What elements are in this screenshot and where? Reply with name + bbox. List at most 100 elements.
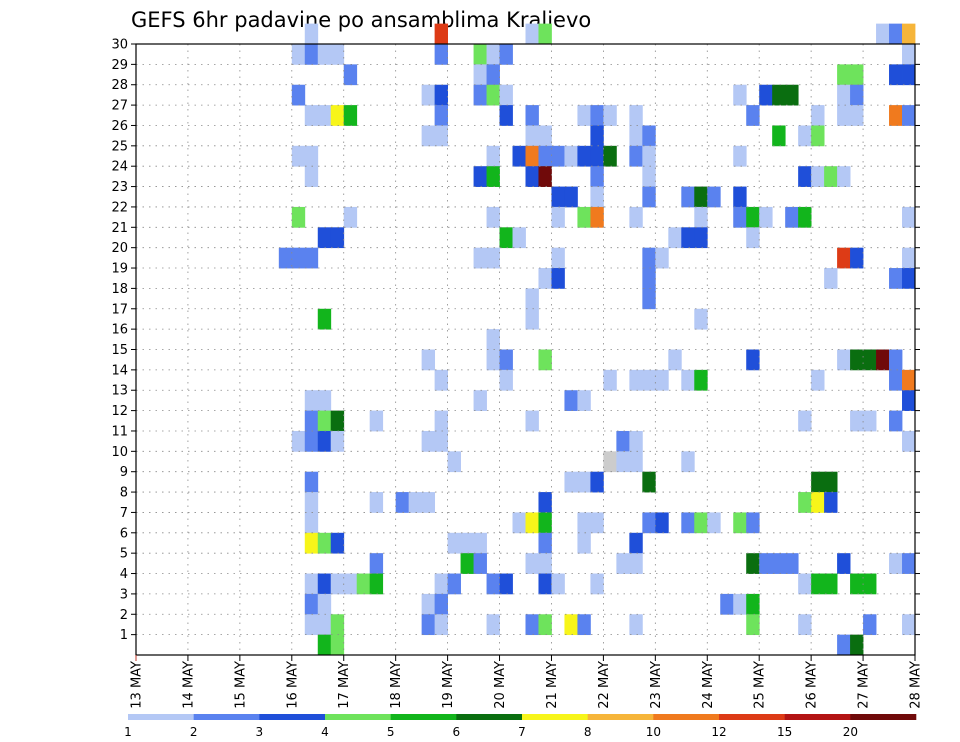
heatmap-cell [421, 492, 436, 513]
x-tick-label: 22 MAY [597, 661, 612, 709]
heatmap-cell [811, 105, 825, 126]
colorbar: 1 2 3 4 5 6 7 8 10 12 15 20 [124, 714, 917, 739]
heatmap-cell [681, 369, 695, 391]
heatmap-cell [759, 206, 773, 228]
heatmap-cell [642, 512, 656, 534]
colorbar-tick-label: 5 [387, 725, 395, 739]
heatmap-cell [538, 125, 552, 147]
heatmap-cell [837, 105, 851, 126]
heatmap-cell [590, 512, 604, 534]
heatmap-cell [863, 573, 877, 595]
heatmap-cell [551, 247, 565, 269]
heatmap-cell [889, 369, 903, 391]
heatmap-cell [369, 573, 384, 595]
heatmap-cell [304, 512, 319, 534]
heatmap-cell [460, 532, 474, 554]
colorbar-tick-label: 3 [256, 725, 264, 739]
x-tick-label: 20 MAY [493, 661, 508, 709]
heatmap-cell [798, 206, 812, 228]
y-tick-label: 7 [120, 506, 128, 521]
y-tick-label: 21 [111, 221, 128, 236]
heatmap-cell [902, 430, 916, 452]
heatmap-cell [577, 532, 591, 554]
heatmap-cell [590, 125, 604, 147]
heatmap-cell [642, 186, 656, 208]
heatmap-cell [486, 247, 500, 269]
y-tick-label: 9 [120, 465, 128, 480]
heatmap-cell [538, 349, 552, 371]
heatmap-cell [343, 206, 358, 228]
heatmap-cell [694, 227, 708, 249]
heatmap-cell [889, 349, 903, 371]
y-tick-label: 4 [120, 567, 128, 582]
heatmap-cell [863, 349, 877, 371]
heatmap-cell [304, 390, 319, 411]
heatmap-cell [655, 512, 669, 534]
heatmap-cell [434, 84, 448, 106]
heatmap-cell [473, 166, 487, 187]
heatmap-cell [733, 186, 747, 208]
heatmap-cell [629, 532, 643, 554]
heatmap-cell [434, 23, 448, 45]
heatmap-cell [837, 84, 851, 106]
heatmap-cell [434, 430, 448, 452]
heatmap-cell [525, 410, 539, 432]
heatmap-cell [304, 492, 319, 513]
x-tick-label: 26 MAY [805, 661, 820, 709]
heatmap-cell [538, 512, 552, 534]
grid-lines [136, 44, 915, 656]
heatmap-cell [473, 532, 487, 554]
heatmap-cell [694, 369, 708, 391]
heatmap-cell [850, 105, 864, 126]
heatmap-cell [486, 166, 500, 187]
y-tick-label: 3 [120, 587, 128, 602]
colorbar-tick-label: 4 [321, 725, 329, 739]
heatmap-cell [772, 125, 786, 147]
colorbar-tick-label: 12 [711, 725, 726, 739]
heatmap-cell [577, 390, 591, 411]
colorbar-tick-label: 10 [646, 725, 661, 739]
colorbar-swatch [128, 714, 194, 720]
heatmap-cell [499, 84, 513, 106]
heatmap-cell [317, 105, 332, 126]
y-tick-label: 28 [111, 78, 128, 93]
heatmap-cell [512, 512, 526, 534]
heatmap-cell [486, 329, 500, 350]
y-tick-label: 1 [120, 628, 128, 643]
heatmap-cell [746, 349, 760, 371]
heatmap-cell [499, 105, 513, 126]
heatmap-cell [837, 349, 851, 371]
heatmap-cell [564, 390, 578, 411]
heatmap-cell [421, 593, 436, 615]
heatmap-cell [317, 430, 332, 452]
heatmap-cell [811, 166, 825, 187]
heatmap-cell [746, 614, 760, 636]
heatmap-cell [681, 227, 695, 249]
colorbar-swatch [390, 714, 457, 720]
heatmap-cell [694, 186, 708, 208]
heatmap-cell [746, 105, 760, 126]
heatmap-cell [902, 268, 916, 289]
x-tick-label: 18 MAY [389, 661, 404, 709]
heatmap-cell [785, 84, 799, 106]
heatmap-cell [408, 492, 423, 513]
heatmap-cell [629, 451, 643, 473]
heatmap-cell [317, 593, 332, 615]
y-tick-label: 8 [120, 486, 128, 501]
heatmap-cell [434, 593, 448, 615]
heatmap-cell [746, 512, 760, 534]
cells-layer [278, 23, 916, 656]
heatmap-cell [304, 23, 319, 45]
heatmap-cell [291, 84, 306, 106]
heatmap-cell [772, 84, 786, 106]
heatmap-cell [889, 23, 903, 45]
heatmap-cell [798, 125, 812, 147]
heatmap-cell [668, 227, 682, 249]
heatmap-cell [681, 186, 695, 208]
heatmap-cell [642, 247, 656, 269]
heatmap-cell [343, 105, 358, 126]
y-tick-label: 26 [111, 119, 128, 134]
colorbar-tick-label: 6 [453, 725, 461, 739]
heatmap-cell [525, 105, 539, 126]
